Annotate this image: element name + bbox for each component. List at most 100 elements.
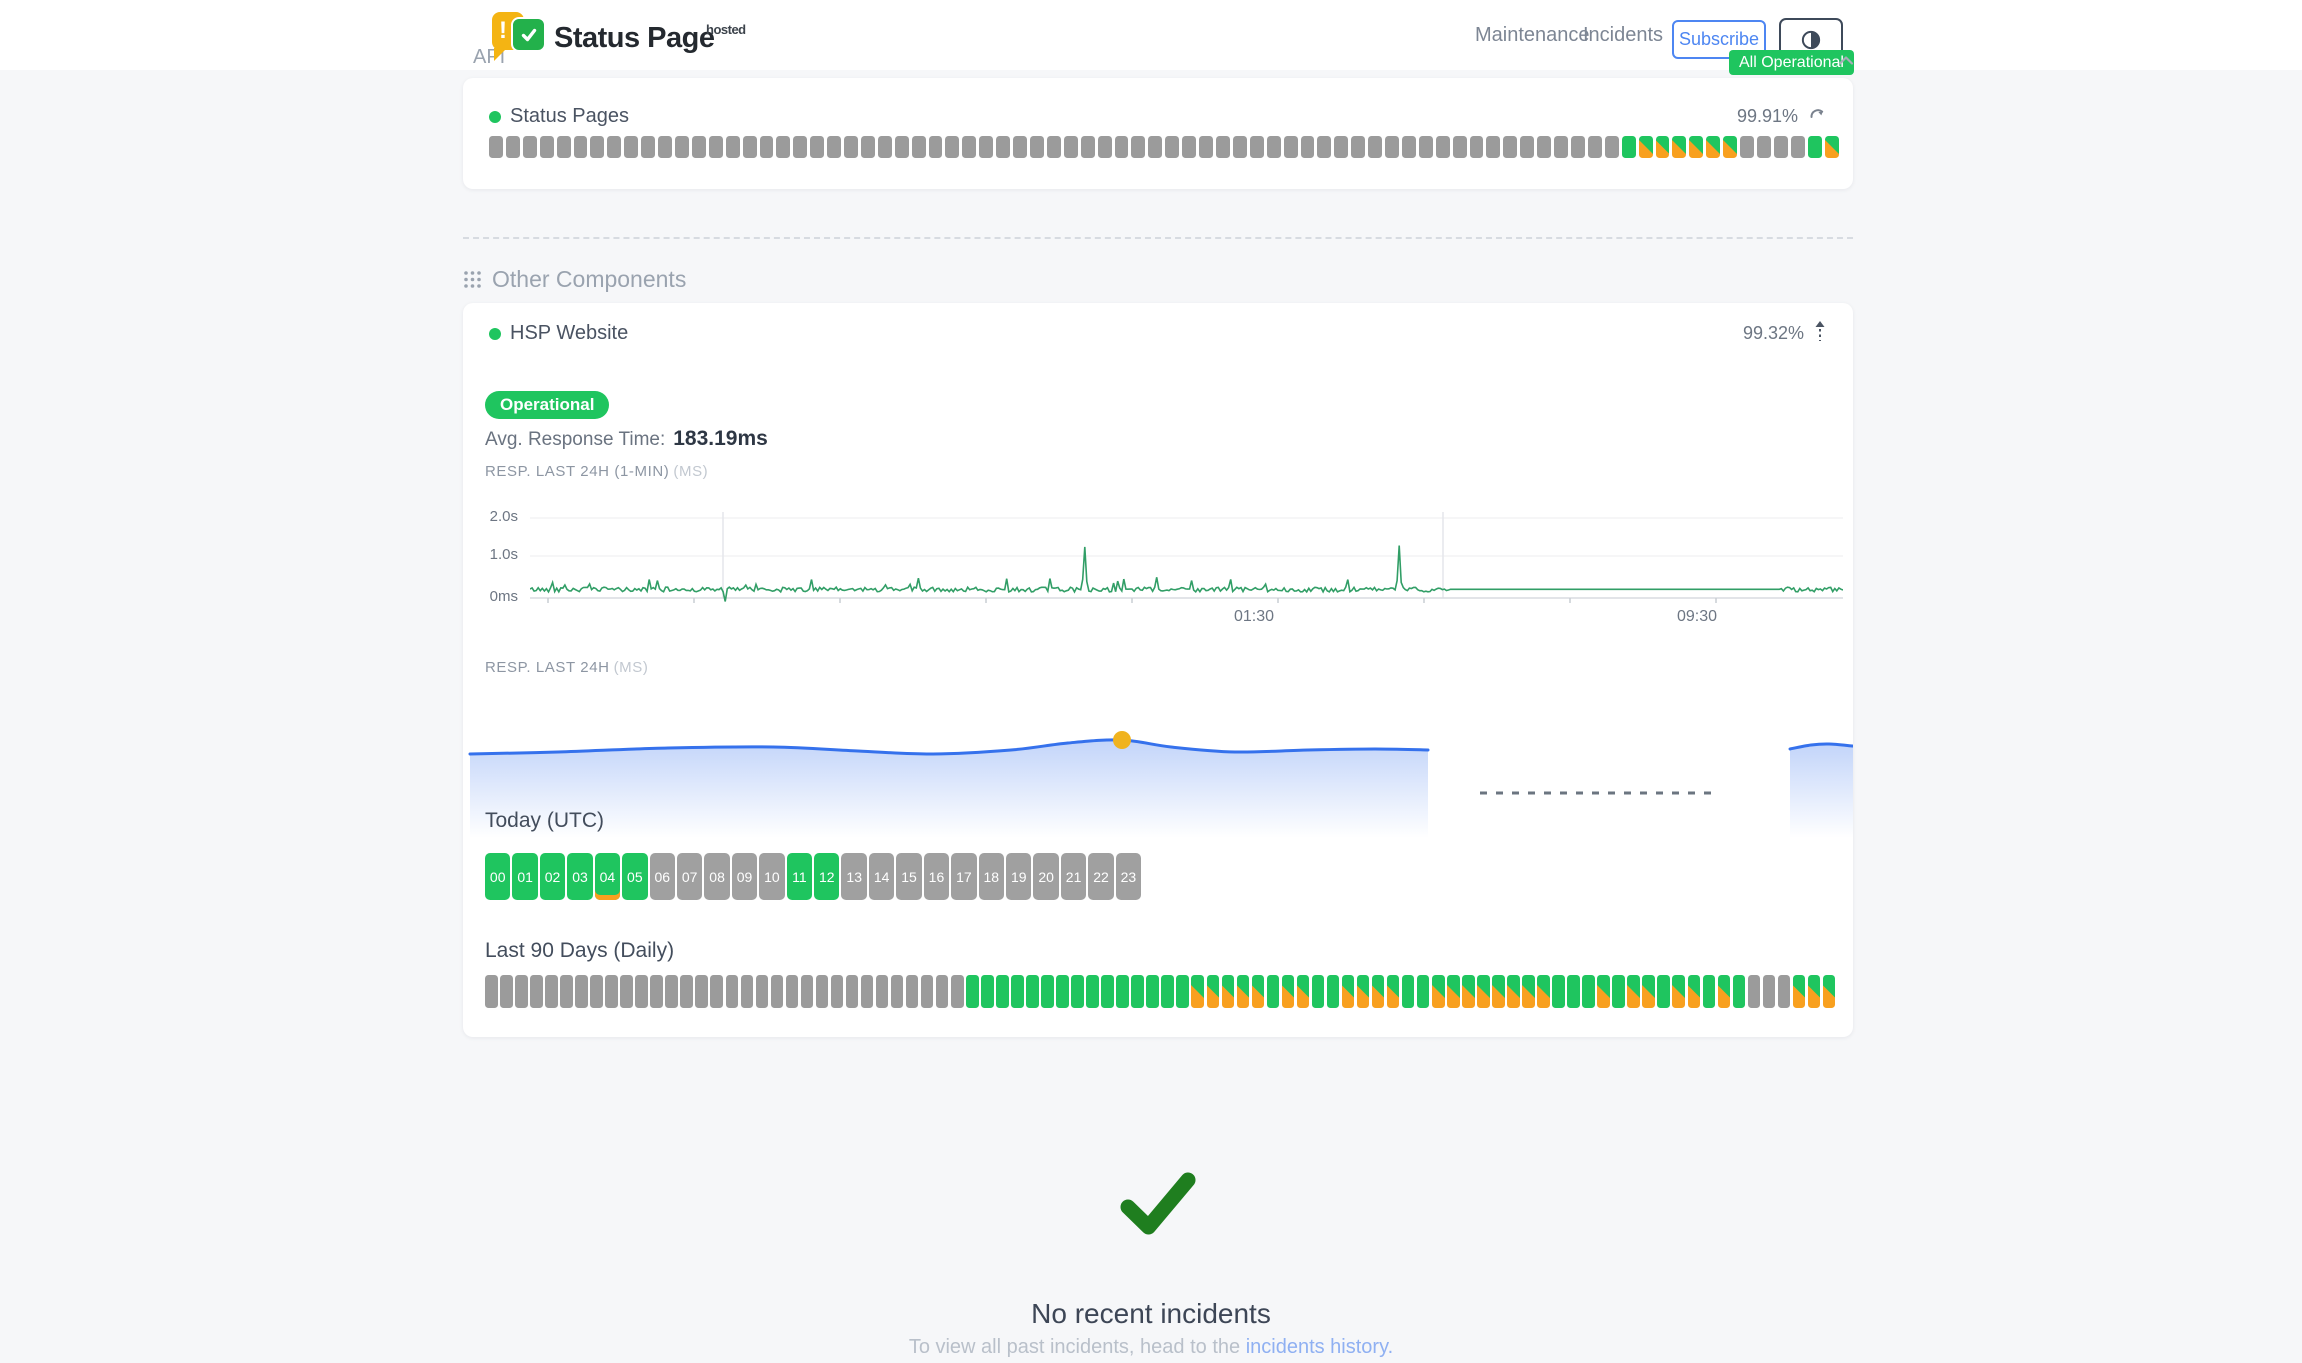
day-bar[interactable] [815, 975, 829, 1008]
hour-block[interactable]: 04 [594, 853, 621, 900]
day-bar[interactable] [1296, 975, 1310, 1008]
uptime-bar[interactable] [911, 136, 926, 158]
uptime-bar[interactable] [674, 136, 689, 158]
day-bar[interactable] [1431, 975, 1445, 1008]
day-bar[interactable] [740, 975, 754, 1008]
day-bar[interactable] [1161, 975, 1174, 1008]
day-bar[interactable] [1552, 975, 1565, 1008]
hour-block[interactable]: 03 [567, 853, 593, 900]
day-bar[interactable] [1101, 975, 1114, 1008]
day-bar[interactable] [1236, 975, 1250, 1008]
day-bar[interactable] [950, 975, 964, 1008]
day-bar[interactable] [1447, 975, 1460, 1008]
uptime-bar[interactable] [1063, 136, 1078, 158]
day-bar[interactable] [981, 975, 994, 1008]
day-bar[interactable] [1777, 975, 1791, 1008]
uptime-bar[interactable] [539, 136, 554, 158]
day-bar[interactable] [1221, 975, 1235, 1008]
hour-block[interactable]: 11 [786, 853, 813, 900]
day-bar[interactable] [1597, 975, 1610, 1008]
hour-block[interactable]: 22 [1088, 853, 1114, 900]
day-bar[interactable] [890, 975, 904, 1008]
day-bar[interactable] [605, 975, 618, 1008]
uptime-bar[interactable] [1638, 136, 1653, 158]
nav-incidents[interactable]: Incidents [1583, 24, 1664, 46]
day-bar[interactable] [575, 975, 588, 1008]
hour-block[interactable]: 20 [1033, 853, 1059, 900]
uptime-bar[interactable] [1773, 136, 1788, 158]
uptime-bar[interactable] [793, 136, 808, 158]
hour-block[interactable]: 06 [649, 853, 675, 900]
day-bar[interactable] [1266, 975, 1280, 1008]
uptime-bar[interactable] [573, 136, 588, 158]
uptime-bar[interactable] [1300, 136, 1315, 158]
day-bar[interactable] [1582, 975, 1595, 1008]
hour-block[interactable]: 00 [485, 853, 511, 900]
hour-block[interactable]: 12 [814, 853, 840, 900]
uptime-bar[interactable] [844, 136, 858, 158]
hour-block[interactable]: 13 [841, 853, 867, 900]
day-bar[interactable] [1717, 975, 1731, 1008]
day-bar[interactable] [710, 975, 723, 1008]
day-bar[interactable] [1807, 975, 1821, 1008]
uptime-bar[interactable] [1317, 136, 1332, 158]
hour-block[interactable]: 01 [512, 853, 538, 900]
day-bar[interactable] [935, 975, 949, 1008]
uptime-bar[interactable] [1689, 136, 1704, 158]
day-bar[interactable] [1507, 975, 1520, 1008]
hour-block[interactable]: 23 [1115, 853, 1142, 900]
incidents-history-link[interactable]: incidents history. [1245, 1336, 1394, 1358]
uptime-bar[interactable] [505, 136, 520, 158]
uptime-bar[interactable] [1790, 136, 1805, 158]
day-bar[interactable] [485, 975, 498, 1008]
day-bar[interactable] [680, 975, 693, 1008]
day-bar[interactable] [1056, 975, 1069, 1008]
day-bar[interactable] [545, 975, 558, 1008]
day-bar[interactable] [1026, 975, 1039, 1008]
uptime-bar[interactable] [1655, 136, 1670, 158]
day-bar[interactable] [1687, 975, 1701, 1008]
uptime-bar[interactable] [1249, 136, 1264, 158]
hour-block[interactable]: 08 [704, 853, 730, 900]
day-bar[interactable] [1326, 975, 1340, 1008]
uptime-bar[interactable] [1723, 136, 1738, 158]
day-bar[interactable] [1462, 975, 1475, 1008]
day-bar[interactable] [1702, 975, 1716, 1008]
uptime-bar[interactable] [1452, 136, 1467, 158]
day-bar[interactable] [500, 975, 513, 1008]
day-bar[interactable] [620, 975, 633, 1008]
day-bar[interactable] [1251, 975, 1265, 1008]
day-bar[interactable] [635, 975, 648, 1008]
uptime-bar[interactable] [691, 136, 706, 158]
uptime-bar[interactable] [827, 136, 842, 158]
uptime-bar[interactable] [1672, 136, 1687, 158]
day-bar[interactable] [1612, 975, 1625, 1008]
day-bar[interactable] [1131, 975, 1144, 1008]
uptime-bar[interactable] [928, 136, 943, 158]
day-bar[interactable] [1401, 975, 1415, 1008]
day-bar[interactable] [1627, 975, 1640, 1008]
uptime-bar[interactable] [1266, 136, 1281, 158]
hour-block[interactable]: 19 [1006, 853, 1032, 900]
day-bar[interactable] [1792, 975, 1806, 1008]
hour-block[interactable]: 17 [951, 853, 977, 900]
hour-block[interactable]: 02 [539, 853, 566, 900]
uptime-bar[interactable] [1756, 136, 1771, 158]
hour-block[interactable]: 21 [1060, 853, 1087, 900]
uptime-bar[interactable] [1165, 136, 1180, 158]
uptime-bar[interactable] [1706, 136, 1721, 158]
uptime-bar[interactable] [1385, 136, 1399, 158]
day-bar[interactable] [590, 975, 603, 1008]
uptime-bar[interactable] [860, 136, 875, 158]
day-bar[interactable] [1657, 975, 1670, 1008]
day-bar[interactable] [845, 975, 859, 1008]
day-bar[interactable] [1206, 975, 1220, 1008]
uptime-bar[interactable] [1334, 136, 1349, 158]
day-bar[interactable] [1341, 975, 1355, 1008]
uptime-bar[interactable] [641, 136, 656, 158]
day-bar[interactable] [1071, 975, 1084, 1008]
uptime-bar[interactable] [725, 136, 740, 158]
day-bar[interactable] [515, 975, 528, 1008]
uptime-bar[interactable] [1418, 136, 1433, 158]
day-bar[interactable] [560, 975, 573, 1008]
